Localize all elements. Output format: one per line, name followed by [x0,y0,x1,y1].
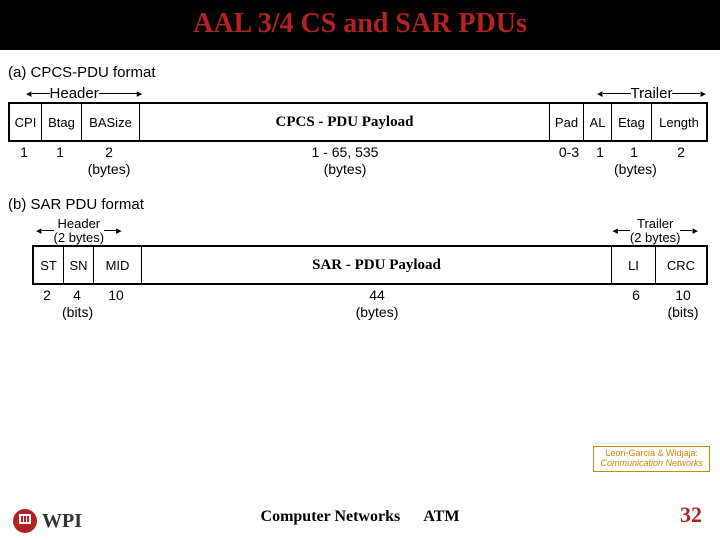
trailer-label-b: Trailer [630,217,681,231]
field-crc: CRC [656,247,706,283]
cpcs-pdu-row: CPI Btag BASize CPCS - PDU Payload Pad A… [8,102,708,142]
trailer-sub-b: (2 bytes) [630,231,681,245]
slide-footer: WPI Computer Networks ATM 32 [0,508,720,534]
size-cpcs-payload: 1 - 65, 535 (bytes) [138,144,552,178]
header-label-b: Header [54,217,105,231]
field-al: AL [584,104,612,140]
size-st: 2 [32,287,62,321]
page-number: 32 [680,502,702,528]
citation-box: Leon-Garcia & Widjaja: Communication Net… [593,446,710,472]
trailer-label-a: Trailer [631,85,673,102]
field-st: ST [34,247,64,283]
field-li: LI [612,247,656,283]
footer-topic: ATM [423,508,459,525]
slide-content: (a) CPCS-PDU format ◂ Header ▸ ◂ Trailer… [0,50,720,321]
section-a-label: (a) CPCS-PDU format [8,64,712,81]
footer-center: Computer Networks ATM [0,508,720,526]
field-cpcs-payload: CPCS - PDU Payload [140,104,550,140]
size-basize: 2 (bytes) [80,144,138,178]
slide-title: AAL 3/4 CS and SAR PDUs [0,0,720,50]
field-basize: BASize [82,104,140,140]
size-sn: 4 (bits) [62,287,92,321]
size-btag: 1 [40,144,80,178]
field-pad: Pad [550,104,584,140]
field-length: Length [652,104,706,140]
size-al: 1 [586,144,614,178]
sar-sizes-row: 2 4 (bits) 10 44 (bytes) 6 10 (bits) [32,287,708,321]
header-sub-b: (2 bytes) [54,231,105,245]
citation-line2: Communication Networks [600,459,703,469]
section-b-label: (b) SAR PDU format [8,196,712,213]
field-sn: SN [64,247,94,283]
header-label-a: Header [50,85,99,102]
size-etag: 1 (bytes) [614,144,654,178]
field-cpi: CPI [10,104,42,140]
field-etag: Etag [612,104,652,140]
cpcs-sizes-row: 1 1 2 (bytes) 1 - 65, 535 (bytes) 0-3 1 … [8,144,708,178]
section-b-header-trailer-arrows: ◂ Header (2 bytes) ▸ ◂ Trailer (2 bytes)… [36,217,712,246]
size-cpi: 1 [8,144,40,178]
size-sar-payload: 44 (bytes) [140,287,614,321]
size-mid: 10 [92,287,140,321]
footer-course: Computer Networks [261,508,401,525]
size-pad: 0-3 [552,144,586,178]
size-length: 2 [654,144,708,178]
field-btag: Btag [42,104,82,140]
size-crc: 10 (bits) [658,287,708,321]
field-sar-payload: SAR - PDU Payload [142,247,612,283]
sar-pdu-row: ST SN MID SAR - PDU Payload LI CRC [32,245,708,285]
field-mid: MID [94,247,142,283]
section-a-header-trailer-arrows: ◂ Header ▸ ◂ Trailer ▸ [8,85,712,102]
size-li: 6 [614,287,658,321]
